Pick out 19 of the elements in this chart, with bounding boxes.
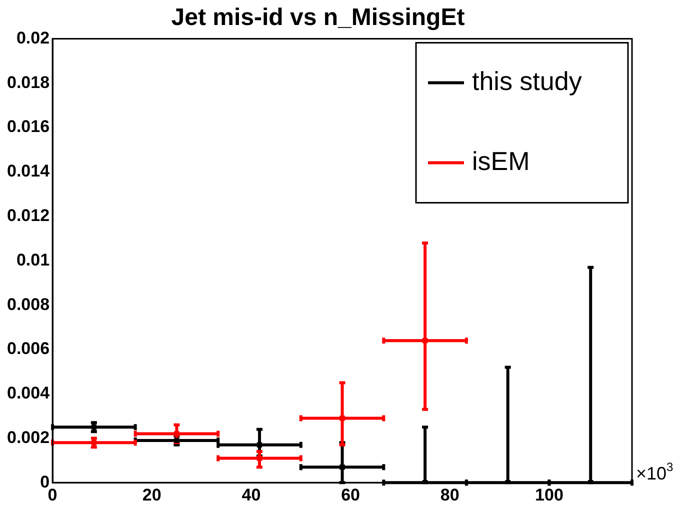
y-tick-label: 0	[40, 472, 50, 492]
x-tick-label: 80	[440, 485, 460, 504]
y-tick-label: 0.018	[6, 72, 50, 92]
y-tick-label: 0.02	[16, 28, 50, 48]
y-tick-label: 0.002	[6, 428, 50, 447]
y-tick-label: 0.006	[6, 339, 50, 358]
y-tick-label: 0.012	[6, 206, 50, 226]
y-tick-label: 0.014	[6, 162, 50, 181]
x-tick-label: 60	[341, 485, 360, 504]
y-tick-label: 0.016	[6, 117, 50, 136]
x-tick-label: 100	[535, 485, 564, 504]
x-tick-label: 40	[242, 485, 261, 504]
chart-title: Jet mis-id vs n_MissingEt	[171, 4, 465, 32]
x-tick-label: 20	[142, 485, 162, 504]
y-tick-label: 0.004	[6, 384, 50, 403]
legend-label: this study	[472, 66, 582, 96]
y-tick-label: 0.008	[6, 294, 50, 314]
legend-label: isEM	[472, 146, 530, 176]
y-tick-label: 0.01	[16, 250, 50, 270]
